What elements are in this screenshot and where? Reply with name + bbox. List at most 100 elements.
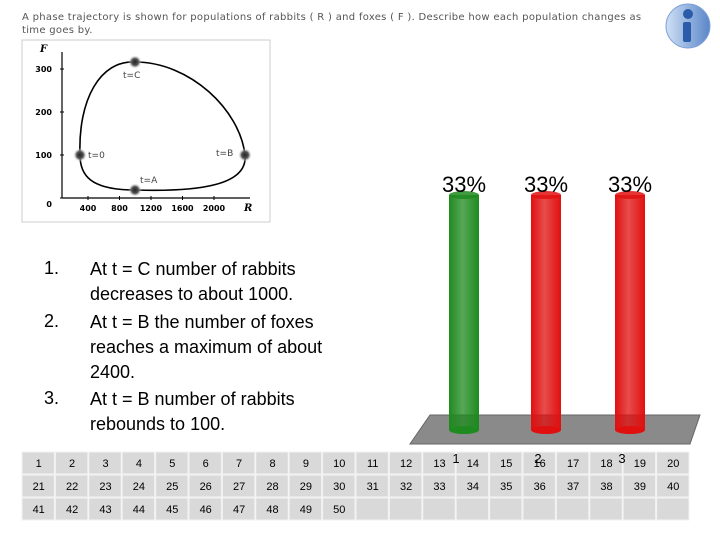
grid-number: 32	[400, 481, 412, 493]
grid-number: 40	[667, 481, 679, 493]
grid-number: 13	[433, 458, 445, 470]
option-number: 3.	[44, 388, 60, 408]
grid-number: 42	[66, 504, 78, 516]
grid-number: 11	[367, 458, 378, 470]
grid-number: 15	[500, 458, 512, 470]
grid-cell	[88, 497, 122, 521]
x-tick-label: 1600	[171, 204, 194, 213]
value-label: 33%	[524, 172, 568, 197]
grid-cell	[121, 497, 156, 521]
grid-cell	[54, 474, 89, 498]
x-tick-label: 2000	[203, 204, 226, 213]
grid-cell	[388, 451, 423, 475]
grid-number: 38	[600, 481, 612, 493]
grid-cell	[221, 474, 256, 498]
grid-cell	[21, 497, 55, 521]
grid-cell	[522, 497, 556, 521]
grid-number: 1	[36, 458, 42, 470]
grid-number: 37	[567, 481, 579, 493]
grid-number: 6	[203, 458, 209, 470]
grid-cell	[21, 451, 55, 475]
grid-number: 8	[269, 458, 275, 470]
grid-cell	[21, 474, 55, 498]
grid-cell	[455, 451, 490, 475]
grid-cell	[622, 451, 657, 475]
grid-number: 2	[69, 458, 75, 470]
grid-number: 50	[333, 504, 345, 516]
grid-number: 29	[300, 481, 312, 493]
point-label: t=B	[216, 149, 233, 159]
grid-cell	[489, 451, 523, 475]
bar-top	[615, 191, 645, 200]
grid-number: 49	[300, 504, 312, 516]
grid-cell	[155, 451, 189, 475]
grid-number: 4	[136, 458, 142, 470]
grid-number: 28	[266, 481, 278, 493]
category-label: 3	[618, 451, 625, 466]
point-label: t=A	[140, 176, 158, 186]
grid-cell	[255, 474, 289, 498]
grid-number: 36	[534, 481, 546, 493]
grid-number: 14	[467, 458, 479, 470]
grid-cell	[455, 497, 490, 521]
grid-cell	[522, 474, 556, 498]
grid-cell	[489, 497, 523, 521]
grid-cell	[522, 451, 556, 475]
grid-cell	[455, 474, 490, 498]
option-text: At t = C number of rabbits decreases to …	[90, 259, 296, 304]
bar-top	[531, 191, 561, 200]
grid-cell	[54, 497, 89, 521]
grid-number: 46	[200, 504, 212, 516]
grid-cell	[422, 474, 456, 498]
grid-cell	[555, 451, 590, 475]
grid-cell	[388, 497, 423, 521]
grid-number: 12	[400, 458, 412, 470]
grid-number: 43	[99, 504, 111, 516]
trajectory-point	[128, 55, 142, 69]
grid-cell	[322, 497, 356, 521]
grid-cell	[188, 451, 222, 475]
grid-number: 9	[303, 458, 309, 470]
grid-cell	[255, 497, 289, 521]
option-text: At t = B number of rabbits rebounds to 1…	[90, 389, 295, 434]
grid-cell	[388, 474, 423, 498]
grid-cell	[188, 497, 222, 521]
x-tick-label: 400	[80, 204, 97, 213]
grid-cell	[322, 451, 356, 475]
trajectory-point	[73, 148, 87, 162]
grid-cell	[589, 474, 623, 498]
option-number: 2.	[44, 311, 60, 331]
grid-cell	[589, 497, 623, 521]
trajectory-point	[238, 148, 252, 162]
value-label: 33%	[608, 172, 652, 197]
y-tick-label: 0	[46, 200, 52, 209]
trajectory-point	[128, 183, 142, 197]
grid-cell	[54, 451, 89, 475]
grid-number: 17	[567, 458, 579, 470]
grid-number: 16	[534, 458, 546, 470]
x-tick-label: 1200	[140, 204, 163, 213]
grid-number: 5	[169, 458, 175, 470]
grid-cell	[88, 474, 122, 498]
grid-number: 45	[166, 504, 178, 516]
grid-number: 18	[600, 458, 612, 470]
grid-cell	[188, 474, 222, 498]
grid-cell	[121, 474, 156, 498]
grid-cell	[322, 474, 356, 498]
grid-cell	[422, 451, 456, 475]
x-tick-label: 800	[111, 204, 128, 213]
bar-top	[449, 191, 479, 200]
grid-number: 41	[33, 504, 45, 516]
grid-number: 30	[333, 481, 345, 493]
grid-number: 23	[99, 481, 111, 493]
category-label: 2	[534, 451, 541, 466]
point-label: t=0	[88, 151, 105, 161]
bar	[615, 195, 645, 430]
option-number: 1.	[44, 258, 60, 278]
grid-cell	[589, 451, 623, 475]
category-label: 1	[452, 451, 459, 466]
grid-number: 19	[634, 458, 646, 470]
option-text: At t = B the number of foxes reaches a m…	[90, 312, 323, 382]
